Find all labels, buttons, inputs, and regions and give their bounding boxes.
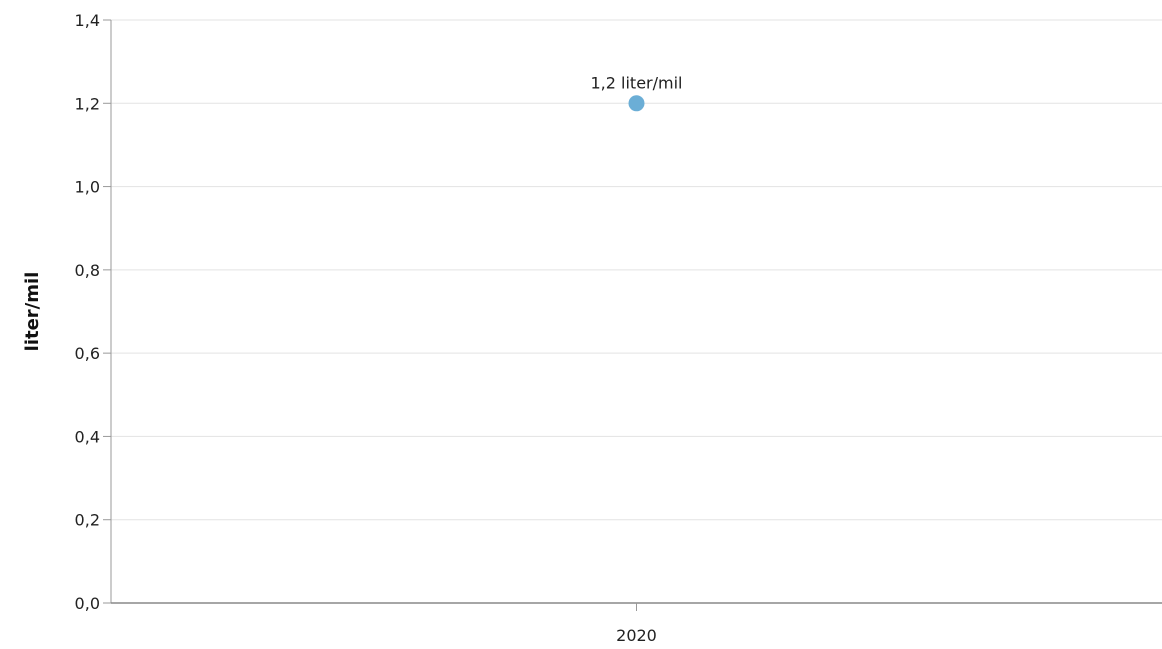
y-axis-title: liter/mil (22, 272, 43, 352)
y-tick-label: 0,0 (75, 594, 100, 613)
y-tick-label: 1,4 (75, 11, 100, 30)
data-marks (628, 95, 645, 112)
y-tick-label: 0,2 (75, 511, 100, 530)
y-tick-label: 0,8 (75, 261, 100, 280)
x-tick-label: 2020 (616, 626, 657, 645)
axis-layer (103, 19, 1162, 611)
y-tick-label: 1,2 (75, 94, 100, 113)
grid-layer (111, 19, 1162, 521)
y-tick-label: 1,0 (75, 178, 100, 197)
data-labels: 1,2 liter/mil (591, 73, 683, 92)
y-tick-label: 0,4 (75, 427, 100, 446)
y-tick-label: 0,6 (75, 344, 100, 363)
data-label: 1,2 liter/mil (591, 73, 683, 92)
data-point[interactable] (628, 95, 645, 112)
x-tick-labels: 2020 (616, 626, 657, 645)
y-tick-labels: 0,0 0,2 0,4 0,6 0,8 1,0 1,2 1,4 (75, 11, 100, 613)
